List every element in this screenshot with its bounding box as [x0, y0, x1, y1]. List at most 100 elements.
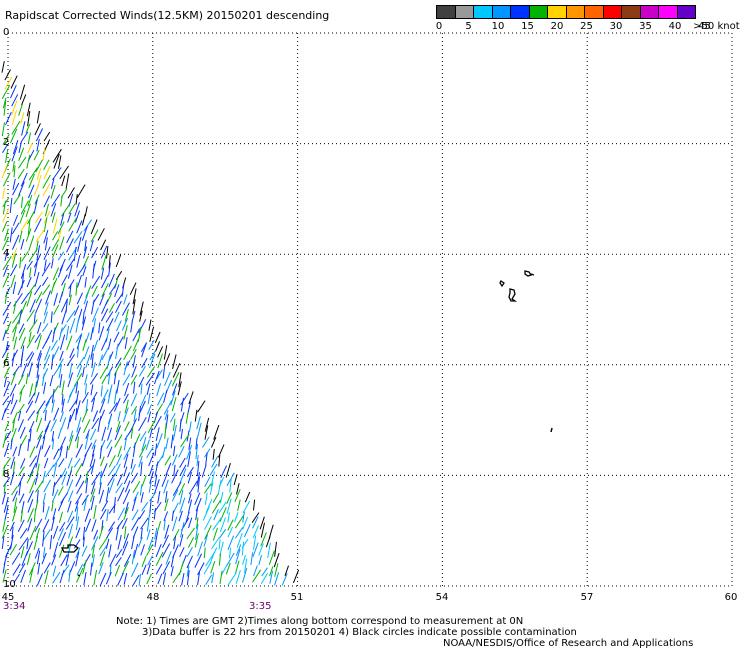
wind-barb — [44, 506, 50, 520]
wind-barb — [124, 382, 130, 397]
wind-barb — [68, 398, 78, 412]
wind-barb — [10, 534, 14, 550]
wind-barb — [243, 523, 251, 538]
wind-barb — [12, 326, 17, 342]
wind-barb — [2, 255, 12, 270]
wind-barb — [41, 373, 45, 387]
wind-barb — [157, 573, 163, 585]
wind-barb — [43, 165, 51, 180]
wind-barb — [242, 554, 246, 565]
wind-barb — [18, 103, 23, 116]
wind-barb — [171, 454, 178, 466]
wind-barb — [1, 122, 5, 137]
wind-barb — [172, 481, 182, 496]
wind-barb — [41, 552, 47, 565]
wind-barb — [269, 566, 274, 577]
wind-barb — [140, 461, 143, 476]
wind-barb — [108, 521, 116, 532]
wind-barb — [57, 221, 65, 235]
wind-barb — [107, 473, 116, 486]
wind-barb — [171, 371, 180, 387]
wind-barb — [33, 262, 38, 277]
wind-barb — [90, 327, 94, 341]
wind-barb — [12, 214, 19, 226]
wind-barb — [89, 373, 99, 385]
wind-barb — [81, 453, 87, 467]
wind-barb — [43, 354, 51, 370]
wind-barb — [68, 294, 72, 306]
wind-barb — [218, 539, 221, 550]
wind-barb — [172, 424, 177, 441]
wind-barb — [132, 355, 136, 368]
wind-barb — [115, 292, 124, 304]
wind-barb — [53, 292, 58, 306]
lon-label: 45 — [1, 592, 15, 603]
wind-barb — [44, 345, 51, 361]
wind-barb — [35, 374, 40, 388]
wind-barb — [82, 338, 87, 351]
wind-barb — [76, 356, 85, 369]
wind-barb — [161, 543, 171, 558]
wind-barb — [12, 412, 18, 424]
wind-barb — [2, 187, 5, 199]
wind-barb — [84, 300, 88, 313]
wind-barb — [114, 357, 122, 369]
wind-barb — [76, 220, 83, 234]
wind-barb — [12, 139, 19, 155]
wind-barb — [4, 228, 9, 241]
wind-barb — [2, 562, 6, 574]
wind-barb — [165, 462, 172, 476]
wind-barb — [2, 143, 9, 154]
wind-barb — [132, 328, 141, 342]
wind-barb — [218, 501, 227, 514]
wind-barb — [12, 418, 16, 432]
wind-barb — [10, 84, 17, 99]
wind-barb — [244, 558, 248, 574]
wind-barb — [28, 248, 38, 262]
wind-barb — [212, 527, 218, 541]
wind-barb — [164, 498, 169, 512]
wind-barb — [131, 509, 139, 521]
wind-barb — [36, 322, 42, 334]
wind-barb — [41, 262, 51, 277]
wind-barb — [42, 530, 45, 547]
wind-barb — [268, 524, 274, 539]
wind-barb — [18, 140, 23, 154]
wind-barb — [281, 573, 288, 586]
wind-barb — [108, 465, 116, 476]
wind-barb — [252, 516, 259, 529]
wind-barb — [57, 358, 64, 368]
wind-barb — [75, 382, 79, 394]
wind-barb — [69, 408, 76, 423]
wind-barb — [292, 569, 300, 584]
wind-barb — [147, 555, 153, 566]
wind-barb — [36, 334, 42, 350]
wind-barb — [146, 573, 152, 585]
wind-barb — [124, 480, 131, 493]
wind-barb — [109, 283, 117, 295]
wind-barb — [29, 455, 38, 467]
wind-barb — [43, 195, 51, 208]
wind-barb — [61, 203, 71, 217]
wind-barb — [172, 362, 181, 378]
wind-barb — [26, 154, 31, 169]
wind-barb — [34, 333, 42, 343]
wind-barb — [186, 527, 196, 540]
wind-barb — [203, 561, 212, 575]
wind-barb — [98, 322, 101, 334]
wind-barb — [77, 342, 80, 358]
wind-barb — [33, 535, 39, 550]
wind-barb — [1, 491, 6, 505]
wind-barb — [117, 507, 125, 521]
wind-barb — [196, 416, 201, 430]
wind-barb — [20, 458, 26, 469]
wind-barb — [163, 519, 166, 531]
wind-barb — [11, 222, 20, 235]
wind-barb — [93, 529, 99, 540]
wind-barb — [186, 555, 193, 569]
wind-barb — [109, 553, 117, 567]
wind-barb — [107, 446, 113, 458]
wind-barb — [131, 365, 137, 378]
wind-barb — [173, 535, 177, 550]
wind-barb — [141, 436, 147, 451]
